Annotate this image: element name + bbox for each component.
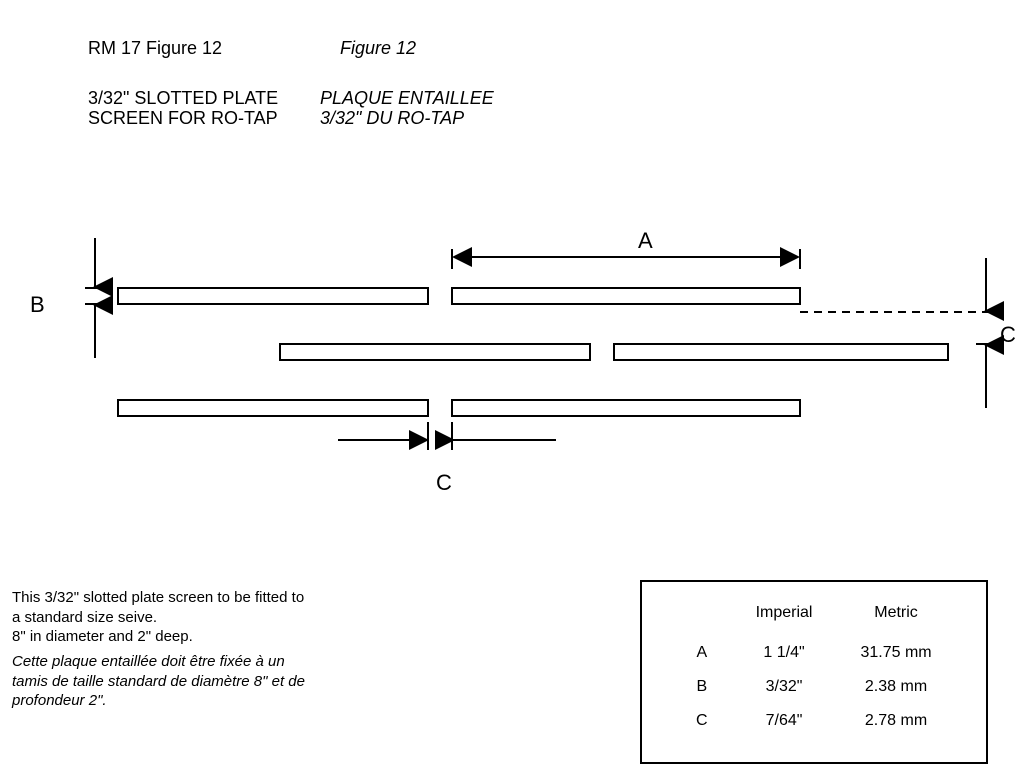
table-cell: A — [672, 636, 732, 670]
note-fr-line1: Cette plaque entaillée doit être fixée à… — [12, 652, 305, 672]
table-col-metric: Metric — [836, 600, 955, 636]
table-cell: 3/32" — [732, 670, 837, 704]
dim-label-a: A — [638, 228, 653, 254]
table-col-imperial: Imperial — [732, 600, 837, 636]
note-en-line3: 8" in diameter and 2" deep. — [12, 627, 304, 647]
table-cell: 2.78 mm — [836, 704, 955, 738]
table-row: C7/64"2.78 mm — [672, 704, 956, 738]
note-en: This 3/32" slotted plate screen to be fi… — [12, 588, 304, 647]
table-cell: 1 1/4" — [732, 636, 837, 670]
dim-label-b: B — [30, 292, 45, 318]
note-fr-line2: tamis de taille standard de diamètre 8" … — [12, 672, 305, 692]
note-en-line1: This 3/32" slotted plate screen to be fi… — [12, 588, 304, 608]
table-cell: 2.38 mm — [836, 670, 955, 704]
note-fr: Cette plaque entaillée doit être fixée à… — [12, 652, 305, 711]
page: RM 17 Figure 12 Figure 12 3/32" SLOTTED … — [0, 0, 1024, 773]
table-col-blank — [672, 600, 732, 636]
table-cell: C — [672, 704, 732, 738]
table-cell: 31.75 mm — [836, 636, 955, 670]
table-row: B3/32"2.38 mm — [672, 670, 956, 704]
diagram — [0, 0, 1024, 520]
dimension-table: Imperial Metric A1 1/4"31.75 mmB3/32"2.3… — [640, 580, 988, 764]
note-fr-line3: profondeur 2". — [12, 691, 305, 711]
table-row: A1 1/4"31.75 mm — [672, 636, 956, 670]
table-cell: B — [672, 670, 732, 704]
table-cell: 7/64" — [732, 704, 837, 738]
note-en-line2: a standard size seive. — [12, 608, 304, 628]
dim-label-c-right: C — [1000, 322, 1016, 348]
dim-label-c-bottom: C — [436, 470, 452, 496]
